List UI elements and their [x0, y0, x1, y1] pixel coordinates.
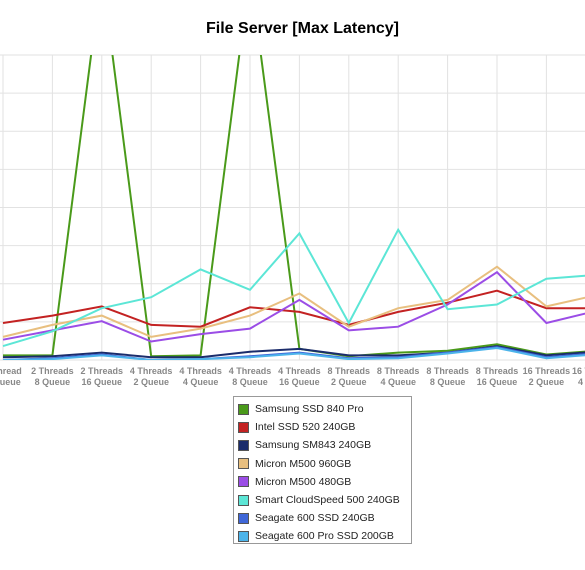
legend-label: Samsung SM843 240GB	[255, 439, 372, 452]
legend-item: Micron M500 960GB	[238, 455, 411, 473]
x-tick-label: 2 Threads 8 Queue	[31, 366, 74, 387]
legend-swatch	[238, 512, 249, 524]
legend-swatch	[238, 494, 249, 506]
legend-item: Samsung SM843 240GB	[238, 436, 411, 454]
series-line-1	[2, 289, 585, 328]
legend-item: Micron M500 480GB	[238, 473, 411, 491]
x-tick-label: 8 Threads 8 Queue	[426, 366, 469, 387]
legend: Samsung SSD 840 Pro Intel SSD 520 240GB Sa…	[233, 396, 412, 544]
x-tick-label: 1 Thread1 Queue	[0, 366, 22, 387]
x-tick-label: 8 Threads 16 Queue	[476, 366, 519, 387]
series-line-4	[2, 270, 585, 343]
legend-item: Samsung SSD 840 Pro	[238, 400, 411, 418]
legend-label: Intel SSD 520 240GB	[255, 421, 356, 434]
series-lines	[2, 55, 585, 360]
legend-item: Seagate 600 SSD 240GB	[238, 509, 411, 527]
legend-label: Micron M500 960GB	[255, 457, 352, 470]
legend-label: Samsung SSD 840 Pro	[255, 403, 364, 416]
legend-swatch	[238, 458, 249, 470]
x-tick-label: 4 Threads 16 Queue	[278, 366, 321, 387]
legend-swatch	[238, 421, 249, 433]
x-tick-label: 2 Threads 16 Queue	[81, 366, 124, 387]
legend-label: Micron M500 480GB	[255, 475, 352, 488]
legend-item: Smart CloudSpeed 500 240GB	[238, 491, 411, 509]
legend-label: Smart CloudSpeed 500 240GB	[255, 494, 400, 507]
legend-swatch	[238, 530, 249, 542]
x-tick-label: 16 Threads 2 Queue	[523, 366, 571, 387]
legend-swatch	[238, 403, 249, 415]
legend-label: Seagate 600 Pro SSD 200GB	[255, 530, 394, 543]
legend-item: Intel SSD 520 240GB	[238, 418, 411, 436]
x-tick-label: 4 Threads 2 Queue	[130, 366, 173, 387]
x-tick-label: 8 Threads 4 Queue	[377, 366, 420, 387]
legend-item: Seagate 600 Pro SSD 200GB	[238, 527, 411, 545]
x-tick-label: 4 Threads 8 Queue	[229, 366, 272, 387]
x-tick-label: 4 Threads 4 Queue	[179, 366, 222, 387]
series-line-3	[2, 265, 585, 338]
legend-label: Seagate 600 SSD 240GB	[255, 512, 375, 525]
series-line-5	[2, 227, 585, 348]
chart-title: File Server [Max Latency]	[206, 20, 399, 37]
series-line-7	[2, 346, 585, 360]
legend-swatch	[238, 439, 249, 451]
x-tick-label: 8 Threads 2 Queue	[328, 366, 371, 387]
legend-swatch	[238, 476, 249, 488]
